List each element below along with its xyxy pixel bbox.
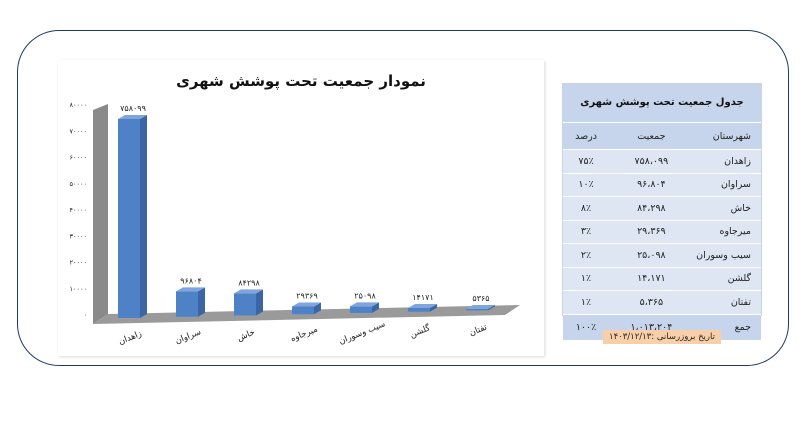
bar-side	[314, 302, 321, 315]
header-city: شهرستان	[693, 123, 761, 150]
population-table-panel: جدول جمعیت تحت پوشش شهری شهرستان جمعیت د…	[562, 83, 762, 341]
bar-side	[430, 303, 437, 312]
table-row: میرجاوه ۲۹،۳۶۹ ۳٪	[563, 220, 761, 244]
population-cell: ۲۵،۰۹۸	[609, 243, 694, 268]
chart-panel: نمودار جمعیت تحت پوشش شهری ۸۰۰۰۰ ۷۰۰۰۰ ۶۰۰…	[58, 60, 544, 356]
percent-cell: ۱٪	[563, 290, 610, 315]
table-row: سراوان ۹۶،۸۰۴ ۱۰٪	[563, 173, 761, 197]
y-tick-label: ۴۰۰۰۰	[70, 206, 87, 214]
city-cell: سیب وسوران	[693, 243, 761, 268]
city-cell: تفتان	[693, 290, 761, 315]
category-label: سیب وسوران	[338, 319, 387, 347]
bar-top	[292, 302, 321, 307]
y-tick-label: ۰	[84, 311, 88, 319]
bar	[292, 306, 314, 315]
bar	[466, 308, 488, 311]
population-table: شهرستان جمعیت درصد زاهدان ۷۵۸،۰۹۹ ۷۵٪ سر…	[563, 123, 761, 341]
population-cell: ۸۴،۲۹۸	[609, 196, 694, 221]
table-row: زاهدان ۷۵۸،۰۹۹ ۷۵٪	[563, 149, 761, 174]
chart-title: نمودار جمعیت تحت پوشش شهری	[176, 72, 426, 90]
bar-chart: ۸۰۰۰۰ ۷۰۰۰۰ ۶۰۰۰۰ ۵۰۰۰۰ ۴۰۰۰۰ ۳۰۰۰۰ ۲۰۰۰۰ ۱۰۰۰۰…	[70, 101, 520, 347]
bar	[408, 307, 430, 312]
update-date-badge: تاریخ بروزرسانی :۱۴۰۳/۱۲/۱۳	[603, 330, 721, 344]
table-row: سیب وسوران ۲۵،۰۹۸ ۲٪	[563, 243, 761, 268]
table-row: تفتان ۵،۳۶۵ ۱٪	[563, 290, 761, 315]
city-cell: میرجاوه	[693, 220, 761, 244]
percent-cell: ۱٪	[563, 267, 610, 291]
population-cell: ۱۴،۱۷۱	[609, 267, 694, 291]
bar-side	[488, 304, 495, 311]
y-tick-label: ۳۰۰۰۰	[70, 232, 87, 240]
y-tick-label: ۶۰۰۰۰	[70, 154, 87, 162]
table-title: جدول جمعیت تحت پوشش شهری	[563, 84, 761, 123]
percent-cell: ۳٪	[563, 220, 610, 244]
bar-top	[118, 114, 147, 119]
bar	[176, 291, 198, 317]
category-label: سراوان	[174, 327, 203, 346]
data-label: ۹۶۸۰۴	[180, 276, 201, 285]
y-tick-label: ۸۰۰۰۰	[70, 101, 87, 109]
population-cell: ۷۵۸،۰۹۹	[609, 149, 694, 174]
data-label: ۸۴۲۹۸	[238, 278, 260, 287]
data-label: ۵۳۶۵	[472, 294, 489, 303]
bar-top	[234, 289, 263, 294]
city-cell: زاهدان	[693, 149, 761, 174]
bar-side	[140, 114, 147, 318]
category-label: تفتان	[468, 322, 489, 338]
y-tick-label: ۲۰۰۰۰	[70, 259, 87, 267]
percent-cell: ۱۰٪	[563, 173, 610, 197]
y-tick-label: ۷۰۰۰۰	[70, 127, 87, 135]
data-label: ۱۴۱۷۱	[412, 293, 433, 302]
bar-top	[408, 303, 437, 308]
bar-side	[256, 289, 263, 316]
chart-side-wall	[93, 104, 108, 324]
city-cell: سراوان	[693, 173, 761, 197]
y-tick-label: ۵۰۰۰۰	[70, 180, 87, 188]
table-header-row: شهرستان جمعیت درصد	[563, 123, 761, 150]
data-label: ۷۵۸۰۹۹	[120, 104, 146, 113]
header-percent: درصد	[563, 123, 610, 150]
population-cell: ۵،۳۶۵	[609, 290, 694, 315]
city-cell: خاش	[693, 196, 761, 221]
bar	[350, 306, 372, 313]
category-label: گلشن	[408, 322, 432, 340]
percent-cell: ۲٪	[563, 243, 610, 268]
header-population: جمعیت	[609, 123, 694, 150]
category-label: زاهدان	[117, 329, 143, 347]
bar-top	[466, 304, 495, 309]
bar-top	[176, 287, 205, 292]
category-label: خاش	[236, 328, 257, 344]
bar	[118, 118, 140, 318]
data-label: ۲۹۳۶۹	[296, 291, 317, 300]
category-label: میرجاوه	[289, 324, 319, 344]
data-label: ۲۵۰۹۸	[354, 291, 376, 300]
percent-cell: ۸٪	[563, 196, 610, 221]
table-row: خاش ۸۴،۲۹۸ ۸٪	[563, 196, 761, 221]
percent-cell: ۷۵٪	[563, 149, 610, 174]
city-cell: گلشن	[693, 267, 761, 291]
bar	[234, 293, 256, 316]
bar-side	[198, 287, 205, 317]
total-percent: ۱۰۰٪	[563, 314, 610, 341]
table-row: گلشن ۱۴،۱۷۱ ۱٪	[563, 267, 761, 291]
population-cell: ۹۶،۸۰۴	[609, 173, 694, 197]
y-tick-label: ۱۰۰۰۰	[70, 285, 87, 293]
population-cell: ۲۹،۳۶۹	[609, 220, 694, 244]
bar-top	[350, 302, 379, 307]
bar-side	[372, 302, 379, 313]
